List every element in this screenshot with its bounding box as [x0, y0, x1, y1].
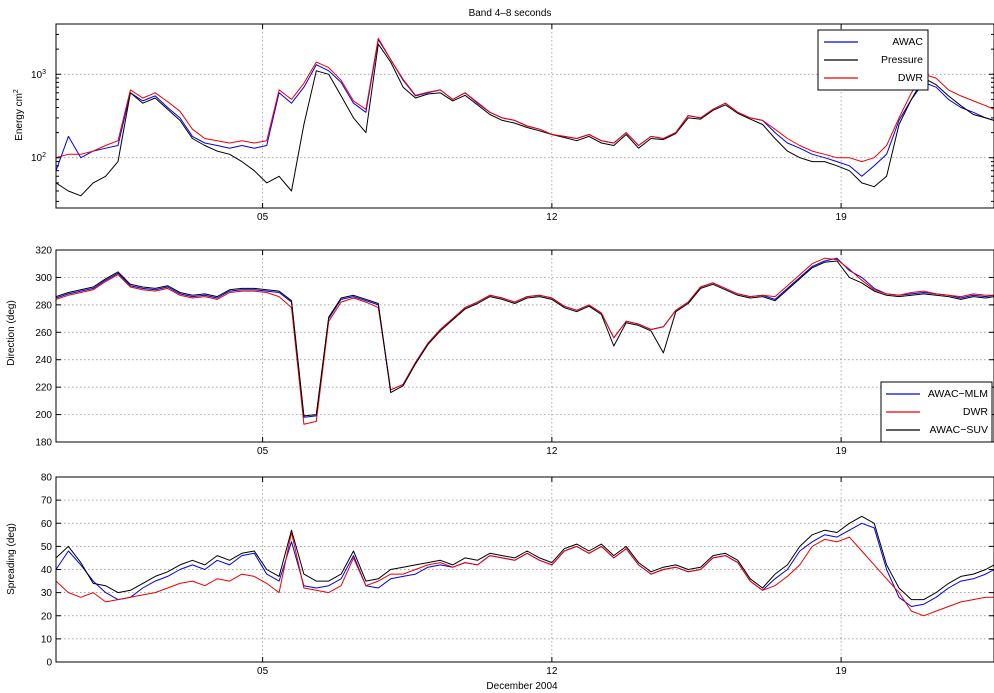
legend-awac-suv-label: AWAC−SUV: [930, 424, 988, 436]
spreading-x-tick-label: 12: [546, 666, 558, 677]
direction-series-awac-suv-line: [56, 260, 994, 417]
legend-dwr2-label: DWR: [963, 406, 988, 418]
chart-title: Band 4–8 seconds: [469, 8, 552, 19]
direction-x-tick-label: 19: [836, 446, 848, 457]
energy-axes-frame: [55, 23, 994, 209]
direction-y-tick-label: 300: [35, 273, 52, 284]
direction-y-tick-label: 280: [35, 300, 52, 311]
x-axis-label: December 2004: [486, 681, 558, 692]
direction-series-group: [56, 257, 994, 425]
spreading-series-group: [56, 515, 994, 617]
energy-panel: 05 12 19 102 103 Energy cm2 AWAC Pressure DW…: [13, 23, 994, 223]
spreading-y-tick-label: 30: [41, 588, 53, 599]
direction-plot-area: 05 12 19 180 200 220 240 260 280 300 320: [35, 246, 994, 457]
spreading-y-tick-label: 10: [41, 634, 53, 645]
spreading-y-tick-label: 60: [41, 519, 53, 530]
spreading-series-line-1-line: [56, 532, 994, 617]
spreading-plot-area: 05 12 19 0 10 20 30 40 50 60 70 80: [41, 473, 994, 677]
direction-series-dwr-line: [56, 257, 994, 425]
direction-panel: 05 12 19 180 200 220 240 260 280 300 320 Direction…: [6, 246, 994, 457]
direction-y-tick-label: 180: [35, 438, 52, 449]
direction-legend: AWAC−MLM DWR AWAC−SUV: [880, 381, 993, 443]
legend-dwr-label: DWR: [898, 72, 923, 84]
energy-legend: AWAC Pressure DWR: [817, 29, 929, 91]
spreading-x-tick-label: 05: [257, 666, 269, 677]
energy-x-tick-label: 12: [546, 212, 558, 223]
energy-series-pressure-line: [56, 43, 994, 197]
energy-y-label: Energy cm2: [13, 89, 25, 141]
direction-y-tick-label: 240: [35, 355, 52, 366]
energy-series-group: [56, 37, 994, 197]
spreading-y-tick-label: 50: [41, 542, 53, 553]
spreading-series-line-2-line: [56, 515, 994, 601]
energy-plot-area: 05 12 19 102 103: [31, 23, 994, 223]
spreading-x-tick-label: 19: [836, 666, 848, 677]
spreading-y-label: Spreading (deg): [6, 523, 17, 595]
direction-y-tick-label: 320: [35, 246, 52, 257]
spreading-y-tick-label: 20: [41, 611, 53, 622]
energy-x-tick-label: 19: [836, 212, 848, 223]
energy-y-label-text: Energy cm: [14, 93, 25, 141]
direction-y-label: Direction (deg): [6, 300, 17, 366]
spreading-y-tick-label: 40: [41, 565, 53, 576]
direction-y-tick-label: 220: [35, 383, 52, 394]
direction-x-tick-label: 12: [546, 446, 558, 457]
spreading-y-tick-label: 80: [41, 473, 53, 484]
direction-y-tick-label: 200: [35, 410, 52, 421]
energy-series-dwr-line: [56, 37, 994, 163]
spreading-y-tick-label: 70: [41, 496, 53, 507]
energy-y-tick-label: 102: [31, 152, 46, 164]
legend-pressure-label: Pressure: [881, 54, 923, 66]
legend-awac-label: AWAC: [892, 36, 923, 48]
direction-x-tick-label: 05: [257, 446, 269, 457]
energy-x-tick-label: 05: [257, 212, 269, 223]
legend-awac-mlm-label: AWAC−MLM: [928, 388, 988, 400]
direction-y-tick-label: 260: [35, 328, 52, 339]
spreading-y-tick-label: 0: [46, 658, 52, 669]
energy-y-label-sup: 2: [13, 89, 20, 93]
direction-axes-frame: [55, 249, 994, 443]
energy-y-tick-label: 103: [31, 69, 46, 81]
